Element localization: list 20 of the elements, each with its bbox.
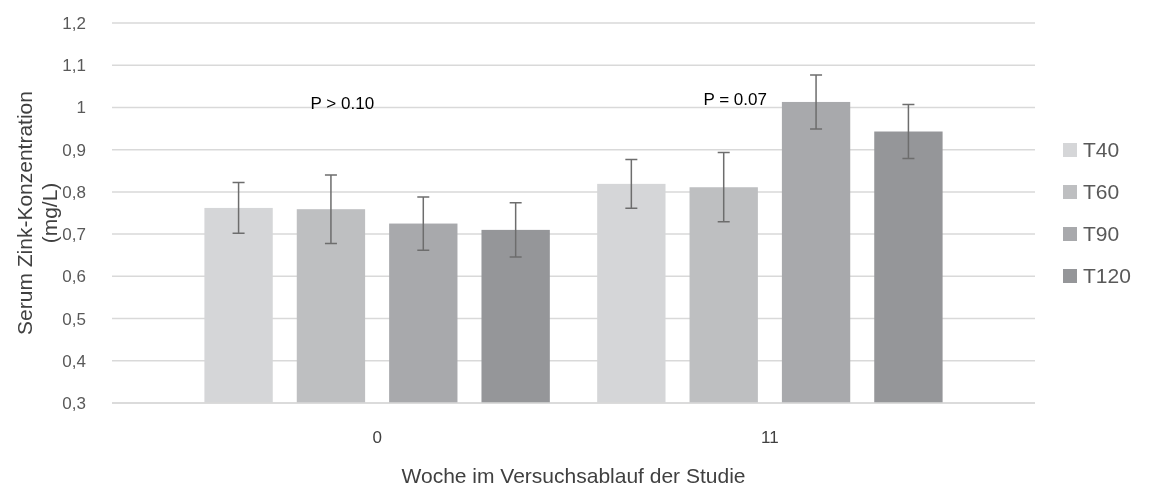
y-axis-title: Serum Zink-Konzentration (mg/L) <box>12 91 62 335</box>
y-tick-label: 0,7 <box>62 225 86 245</box>
y-tick-label: 1,2 <box>62 13 86 33</box>
legend-label: T40 <box>1083 138 1120 162</box>
annotation: P > 0.10 <box>310 93 375 113</box>
y-tick-label: 1,1 <box>62 56 86 76</box>
y-tick-label: 1 <box>76 98 86 118</box>
y-tick-label: 0,6 <box>62 267 86 287</box>
x-axis-title: Woche im Versuchsablauf der Studie <box>401 464 746 487</box>
legend-label: T90 <box>1083 222 1120 246</box>
legend-label: T60 <box>1083 180 1120 204</box>
y-tick-label: 0,9 <box>62 140 86 160</box>
y-tick-label: 0,3 <box>62 393 86 413</box>
y-tick-label: 0,8 <box>62 182 86 202</box>
x-tick-label: 0 <box>372 428 382 447</box>
x-tick-label: 11 <box>761 428 779 447</box>
legend-label: T120 <box>1083 264 1131 288</box>
y-tick-label: 0,5 <box>62 309 86 329</box>
annotation: P = 0.07 <box>703 89 767 109</box>
y-tick-label: 0,4 <box>62 351 86 371</box>
